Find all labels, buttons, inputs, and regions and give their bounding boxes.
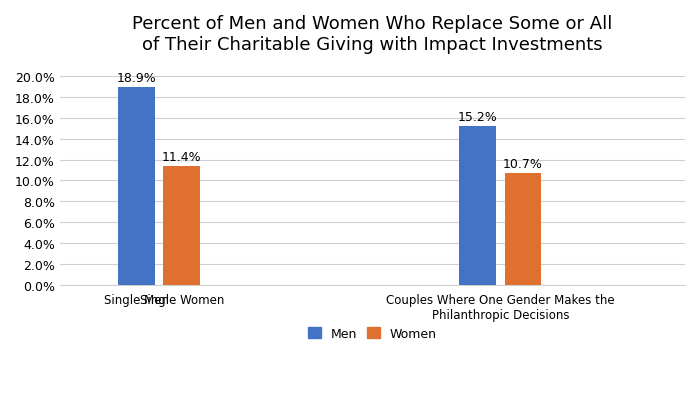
Bar (459, 127, 496, 285)
Text: 10.7%: 10.7% (503, 157, 543, 171)
Bar (505, 174, 542, 285)
Legend: Men, Women: Men, Women (303, 322, 442, 345)
Text: 18.9%: 18.9% (117, 72, 156, 85)
Bar (164, 166, 200, 285)
Text: 15.2%: 15.2% (458, 111, 498, 124)
Text: 11.4%: 11.4% (162, 151, 202, 163)
Bar (118, 88, 155, 285)
Title: Percent of Men and Women Who Replace Some or All
of Their Charitable Giving with: Percent of Men and Women Who Replace Som… (132, 15, 612, 54)
